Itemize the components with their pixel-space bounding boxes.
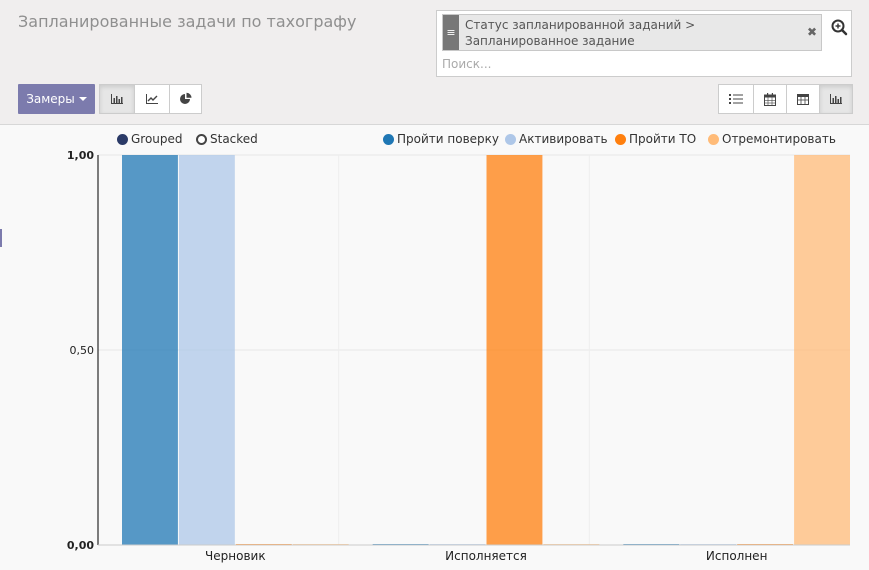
calendar-view-button[interactable]: [753, 84, 787, 114]
pivot-view-button[interactable]: [786, 84, 820, 114]
bar-chart-button[interactable]: [99, 84, 135, 114]
bar: [178, 155, 235, 545]
bar: [122, 155, 178, 545]
y-tick-label: 0,50: [70, 344, 95, 357]
stacked-toggle[interactable]: Stacked: [196, 132, 258, 146]
legend-item[interactable]: Пройти поверку: [383, 132, 499, 146]
x-tick-label: Исполнен: [706, 549, 768, 563]
facet-remove-icon[interactable]: ✖: [806, 25, 817, 39]
bar-chart-icon: [830, 94, 842, 104]
line-chart-icon: [146, 94, 158, 104]
y-tick-label: 0,00: [67, 539, 94, 552]
pie-chart-icon: [179, 92, 191, 104]
legend-label: Активировать: [519, 132, 608, 146]
legend-item[interactable]: Активировать: [505, 132, 608, 146]
legend-label: Пройти поверку: [397, 132, 499, 146]
table-icon: [797, 93, 809, 105]
bar: [794, 155, 850, 545]
legend-item[interactable]: Пройти ТО: [615, 132, 696, 146]
y-tick-label: 1,00: [67, 149, 94, 162]
measures-button[interactable]: Замеры: [18, 84, 95, 114]
bar-chart-icon: [111, 94, 123, 104]
search-facet[interactable]: ≡ Статус запланированной заданий > Запла…: [442, 14, 822, 51]
calendar-icon: [764, 92, 776, 106]
legend-item[interactable]: Отремонтировать: [708, 132, 836, 146]
legend-swatch: [615, 133, 626, 145]
search-options-icon[interactable]: [829, 17, 851, 39]
page-title: Запланированные задачи по тахографу: [18, 12, 357, 31]
search-box[interactable]: ≡ Статус запланированной заданий > Запла…: [436, 10, 852, 77]
bar: [486, 155, 543, 545]
legend-label: Пройти ТО: [629, 132, 697, 146]
grouped-toggle[interactable]: Grouped: [117, 132, 183, 146]
legend-label: Отремонтировать: [722, 132, 836, 146]
control-panel: Запланированные задачи по тахографу ≡ Ст…: [0, 0, 869, 125]
line-chart-button[interactable]: [134, 84, 170, 114]
pie-chart-button[interactable]: [169, 84, 202, 114]
caret-down-icon: [78, 97, 87, 101]
facet-filter-icon: ≡: [443, 15, 459, 50]
side-marker: [0, 229, 2, 247]
graph-view-button[interactable]: [819, 84, 853, 114]
facet-label: Статус запланированной заданий > Заплани…: [465, 18, 696, 48]
x-tick-label: Исполняется: [445, 549, 527, 563]
search-input[interactable]: [442, 57, 812, 71]
bar-chart: Черновик Исполняется Исполнен 0,00 0,50 1,00: [67, 149, 850, 563]
stacked-label: Stacked: [210, 132, 258, 146]
measures-label: Замеры: [26, 92, 75, 106]
x-tick-label: Черновик: [205, 549, 266, 563]
legend-swatch: [708, 133, 719, 145]
radio-empty-icon: [196, 133, 207, 145]
legend-swatch: [505, 133, 516, 145]
grouped-label: Grouped: [131, 132, 183, 146]
radio-filled-icon: [117, 133, 128, 145]
list-icon: [729, 94, 743, 104]
legend-swatch: [383, 133, 394, 145]
list-view-button[interactable]: [718, 84, 754, 114]
